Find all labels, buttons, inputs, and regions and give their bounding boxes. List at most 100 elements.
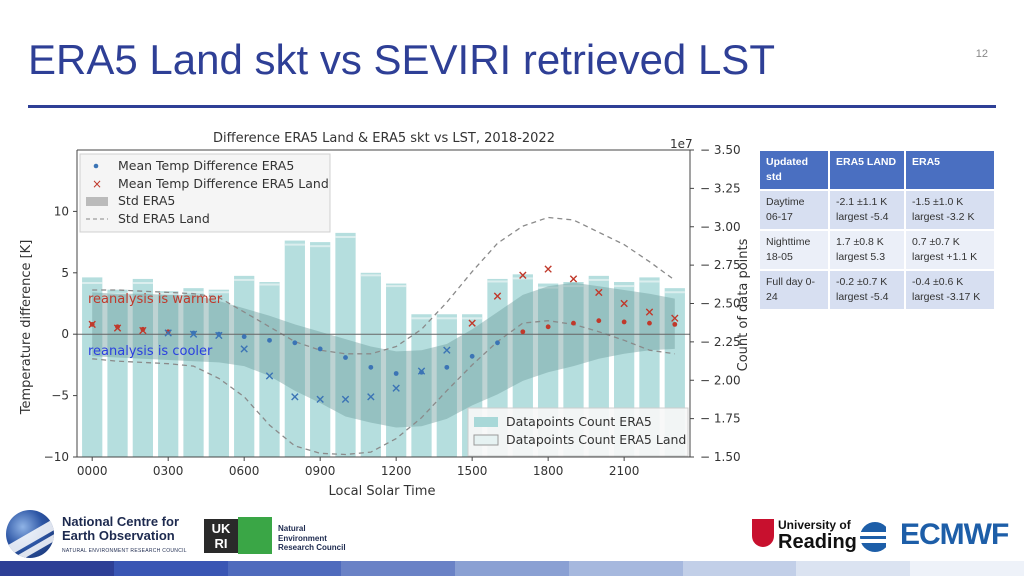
x-tick-label: 2100 <box>609 464 640 478</box>
y-axis-label-left: Temperature difference [K] <box>19 240 34 416</box>
era5land-mean-point <box>265 372 274 380</box>
era5land-mean-point <box>392 384 400 392</box>
legend-entry: Datapoints Count ERA5 <box>506 414 652 429</box>
x-tick-label: 1800 <box>533 464 564 478</box>
table-cell: 0.7 ±0.7 K largest +1.1 K <box>906 231 994 269</box>
era5-mean-point <box>368 364 374 370</box>
nceo-line3: NATURAL ENVIRONMENT RESEARCH COUNCIL <box>62 548 187 554</box>
nerc-line2: Environment <box>278 533 327 543</box>
bar-count-era5land <box>335 235 356 238</box>
era5land-mean-point <box>139 326 147 335</box>
nceo-line1: National Centre for <box>62 514 180 529</box>
era5land-mean-point <box>417 367 426 375</box>
era5-mean-point <box>495 340 500 346</box>
legend-count-era5-swatch <box>474 417 498 427</box>
y-tick-label-right: − 1.50 <box>700 450 741 464</box>
era5land-mean-point <box>316 395 324 403</box>
era5land-mean-point <box>240 345 248 353</box>
bar-count-era5land <box>107 292 128 295</box>
era5-mean-point <box>621 319 627 325</box>
y-tick-label-right: − 2.25 <box>700 335 741 349</box>
era5land-mean-point <box>519 271 527 279</box>
legend-count-era5land-swatch <box>473 434 499 446</box>
bar-count-era5 <box>82 277 103 457</box>
bar-count-era5land <box>360 274 381 277</box>
era5land-mean-point <box>367 393 375 401</box>
bar-count-era5land <box>132 282 153 285</box>
bar-count-era5 <box>132 278 153 457</box>
x-tick-label: 1500 <box>457 464 488 478</box>
era5land-mean-point <box>88 320 96 329</box>
era5land-mean-point <box>443 346 451 354</box>
era5land-mean-point <box>645 308 654 316</box>
era5-mean-point <box>115 324 120 330</box>
bar-count-era5land <box>183 291 204 294</box>
bar-count-era5land <box>588 278 609 281</box>
bar-count-era5land <box>436 317 457 320</box>
annotation-cooler: reanalysis is cooler <box>88 344 213 359</box>
x-tick-label: 0300 <box>153 464 184 478</box>
era5land-mean-point <box>164 329 172 337</box>
table-cell: -0.4 ±0.6 K largest -3.17 K <box>906 271 994 309</box>
right-scale-label: 1e7 <box>670 137 693 151</box>
y-tick-label-left: −5 <box>51 389 69 403</box>
bar-count-era5 <box>183 288 204 457</box>
era5-mean-point <box>444 364 450 370</box>
era5land-mean-point <box>189 330 198 338</box>
annotation-warmer: reanalysis is warmer <box>88 292 223 307</box>
era5-mean-point <box>393 371 399 376</box>
era5-mean-point <box>520 329 526 335</box>
era5land-mean-point <box>569 275 578 283</box>
nerc-text: Natural Environment Research Council <box>278 524 346 553</box>
x-axis-label: Local Solar Time <box>329 484 436 499</box>
table-row: Full day 0-24 -0.2 ±0.7 K largest -5.4 -… <box>760 271 994 309</box>
title-underline <box>28 105 996 108</box>
legend-entry: Datapoints Count ERA5 Land <box>506 432 686 447</box>
era5-mean-point <box>317 346 323 352</box>
bar-count-era5land <box>284 243 305 246</box>
x-tick-label: 0600 <box>229 464 260 478</box>
era5-mean-point <box>571 320 576 326</box>
reading-line2: Reading <box>778 531 857 553</box>
bar-count-era5land <box>538 286 559 289</box>
nerc-green-block <box>238 517 272 554</box>
bar-count-era5land <box>386 285 407 288</box>
table-row: Nighttime 18-05 1.7 ±0.8 K largest 5.3 0… <box>760 231 994 269</box>
x-tick-label: 0000 <box>77 464 108 478</box>
table-cell: -1.5 ±1.0 K largest -3.2 K <box>906 191 994 229</box>
era5-mean-point <box>165 329 171 335</box>
table-header: ERA5 <box>906 151 994 189</box>
era5-mean-point <box>545 324 551 330</box>
era5-mean-point <box>140 326 146 332</box>
ecmwf-logo-text: ECMWF <box>900 518 1009 551</box>
y-tick-label-right: − 2.00 <box>700 373 741 387</box>
reading-line1: University of <box>778 518 851 532</box>
table-cell: Nighttime 18-05 <box>760 231 828 269</box>
legend-entry: Std ERA5 <box>118 193 175 208</box>
era5land-mean-point <box>113 324 122 332</box>
stats-table: Updated std ERA5 LAND ERA5 Daytime 06-17… <box>758 149 996 311</box>
era5-mean-point <box>419 369 424 375</box>
era5-mean-point <box>241 334 247 340</box>
era5land-mean-point <box>291 393 299 401</box>
bar-count-era5 <box>386 283 407 457</box>
legend-std-era5-swatch <box>86 197 108 206</box>
y-tick-label-right: − 1.75 <box>700 412 741 426</box>
bar-count-era5 <box>234 275 255 457</box>
bar-count-era5land <box>259 283 280 286</box>
bar-count-era5land <box>664 291 685 294</box>
ecmwf-symbol-icon <box>860 522 898 552</box>
era5land-mean-point <box>544 265 552 273</box>
x-tick-label: 1200 <box>381 464 412 478</box>
y-tick-label-right: − 3.50 <box>700 143 741 157</box>
ukri-text-b: RI <box>214 536 228 551</box>
y-tick-label-right: − 3.00 <box>700 220 741 234</box>
table-cell: -2.1 ±1.1 K largest -5.4 <box>830 191 904 229</box>
era5land-mean-point <box>620 299 628 308</box>
bar-count-era5 <box>208 289 229 457</box>
legend-entry: Mean Temp Difference ERA5 <box>118 158 294 173</box>
table-cell: -0.2 ±0.7 K largest -5.4 <box>830 271 904 309</box>
bar-count-era5 <box>335 232 356 457</box>
y-tick-label-left: −10 <box>44 450 69 464</box>
era5-mean-point <box>469 353 475 359</box>
